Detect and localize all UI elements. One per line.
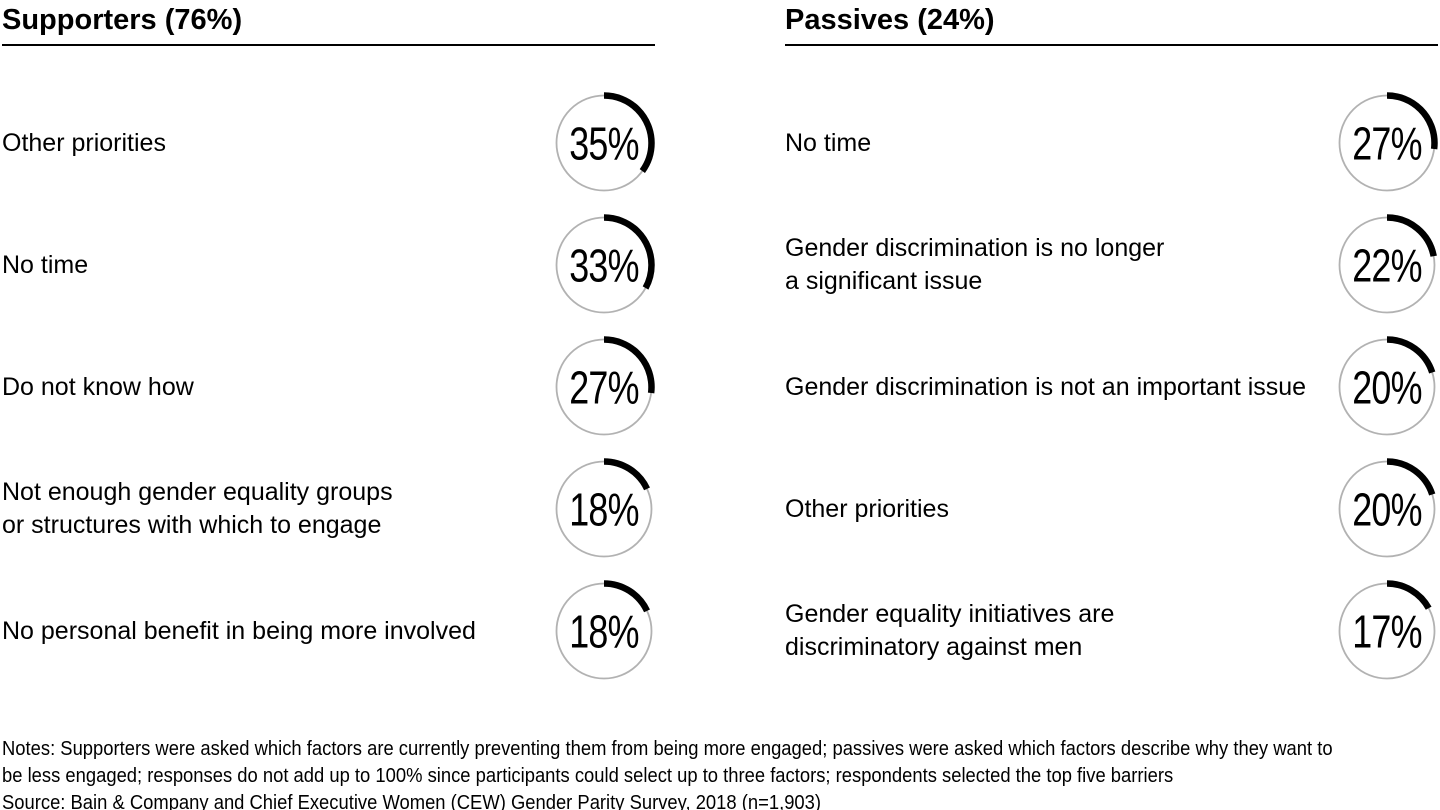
donut-gauge: 17% [1336, 580, 1438, 682]
donut-gauge: 33% [553, 214, 655, 316]
gauge-value: 27% [1352, 117, 1422, 170]
panel-passives-rows: No time 27% Gender discrimination is no … [785, 82, 1438, 692]
donut-gauge: 22% [1336, 214, 1438, 316]
donut-gauge: 20% [1336, 336, 1438, 438]
gauge-arc [1336, 580, 1438, 682]
barrier-row: Gender equality initiatives are discrimi… [785, 570, 1438, 692]
barrier-label: Gender discrimination is not an importan… [785, 372, 1307, 401]
notes-line-1: Notes: Supporters were asked which facto… [2, 738, 1333, 760]
gauge-value: 35% [569, 117, 639, 170]
gauge-value: 17% [1352, 605, 1422, 658]
gauge-value: 22% [1352, 239, 1422, 292]
barrier-label: Gender discrimination is no longer a sig… [785, 234, 1165, 295]
barriers-chart: Supporters (76%) Other priorities 35% No… [2, 0, 1438, 692]
panel-supporters-rows: Other priorities 35% No time 33% Do not … [2, 82, 655, 692]
gauge-arc [553, 92, 655, 194]
barrier-label: Not enough gender equality groups or str… [2, 478, 393, 539]
gauge-value: 20% [1352, 361, 1422, 414]
donut-gauge-svg [1336, 580, 1438, 682]
donut-gauge: 27% [1336, 92, 1438, 194]
panel-supporters: Supporters (76%) Other priorities 35% No… [2, 0, 655, 692]
gauge-arc [1336, 214, 1438, 316]
donut-gauge-svg [1336, 458, 1438, 560]
barrier-label: No personal benefit in being more involv… [2, 616, 476, 645]
donut-gauge: 20% [1336, 458, 1438, 560]
gauge-value: 18% [569, 483, 639, 536]
chart-footnotes: Notes: Supporters were asked which facto… [0, 736, 1440, 810]
gauge-value: 20% [1352, 483, 1422, 536]
donut-gauge: 18% [553, 580, 655, 682]
barrier-label: No time [2, 250, 89, 279]
donut-gauge-svg [553, 214, 655, 316]
barrier-row: Gender discrimination is not an importan… [785, 326, 1438, 448]
barrier-row: Gender discrimination is no longer a sig… [785, 204, 1438, 326]
panel-passives-title: Passives (24%) [785, 0, 1438, 46]
donut-gauge-svg [1336, 214, 1438, 316]
donut-gauge-svg [1336, 336, 1438, 438]
gauge-value: 18% [569, 605, 639, 658]
notes-line-2: be less engaged; responses do not add up… [2, 765, 1174, 787]
barrier-label: Do not know how [2, 372, 194, 401]
gauge-arc [1336, 458, 1438, 560]
barrier-row: No time 27% [785, 82, 1438, 204]
gauge-arc [553, 336, 655, 438]
donut-gauge-svg [553, 92, 655, 194]
donut-gauge: 27% [553, 336, 655, 438]
panel-supporters-title: Supporters (76%) [2, 0, 655, 46]
donut-gauge-svg [553, 580, 655, 682]
gauge-arc [1336, 336, 1438, 438]
donut-gauge-svg [1336, 92, 1438, 194]
gauge-value: 33% [569, 239, 639, 292]
barrier-row: No personal benefit in being more involv… [2, 570, 655, 692]
barrier-row: No time 33% [2, 204, 655, 326]
barrier-row: Not enough gender equality groups or str… [2, 448, 655, 570]
panel-passives: Passives (24%) No time 27% Gender discri… [785, 0, 1438, 692]
source-line: Source: Bain & Company and Chief Executi… [2, 792, 822, 810]
donut-gauge-svg [553, 336, 655, 438]
barrier-label: No time [785, 128, 872, 157]
gauge-arc [553, 458, 655, 560]
barrier-label: Other priorities [785, 494, 949, 523]
barrier-label: Other priorities [2, 128, 166, 157]
gauge-value: 27% [569, 361, 639, 414]
donut-gauge: 18% [553, 458, 655, 560]
barrier-row: Other priorities 35% [2, 82, 655, 204]
barrier-row: Other priorities 20% [785, 448, 1438, 570]
gauge-arc [553, 580, 655, 682]
donut-gauge-svg [553, 458, 655, 560]
gauge-arc [553, 214, 655, 316]
barrier-row: Do not know how 27% [2, 326, 655, 448]
donut-gauge: 35% [553, 92, 655, 194]
gauge-arc [1336, 92, 1438, 194]
barrier-label: Gender equality initiatives are discrimi… [785, 600, 1115, 661]
